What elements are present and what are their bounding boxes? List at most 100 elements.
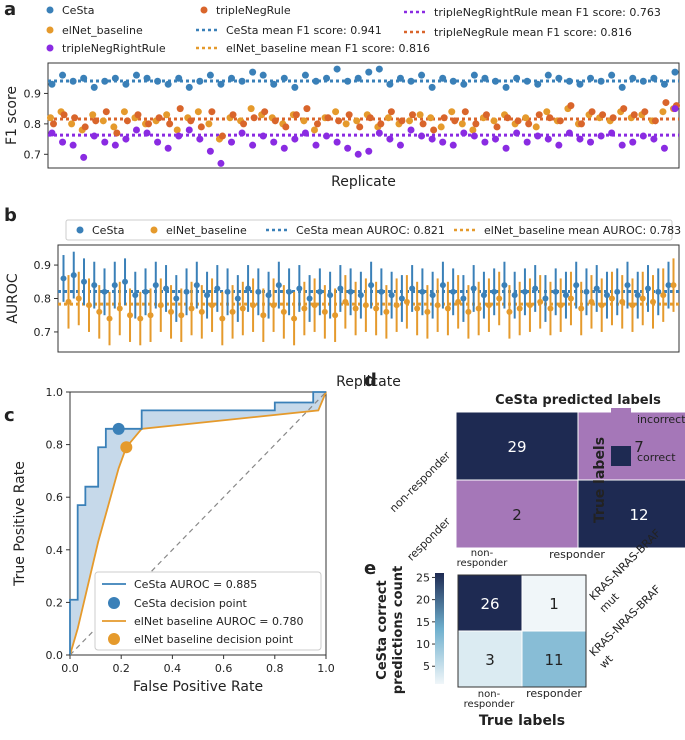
x-axis-label: Replicate: [331, 174, 396, 190]
legend-elnet-baseline-marker: [150, 226, 158, 234]
point-elNet_baseline: [99, 117, 107, 125]
point-elNet_baseline: [639, 295, 646, 302]
point-CeSta: [164, 80, 172, 88]
point-CeSta: [142, 288, 149, 295]
point-elNet_baseline: [332, 312, 339, 319]
point-CeSta: [365, 68, 373, 76]
plot-frame: [47, 62, 680, 169]
row-label: non-responder: [387, 449, 453, 515]
legend-box: [65, 219, 673, 241]
point-CeSta: [275, 282, 282, 289]
point-CeSta: [249, 68, 257, 76]
point-CeSta: [593, 285, 600, 292]
point-elNet_baseline: [219, 315, 226, 322]
x-tick-label: 0.4: [164, 662, 182, 675]
point-elNet_baseline: [660, 292, 667, 299]
legend-elnet-point-label: elNet baseline decision point: [134, 633, 294, 646]
point-tripleNegRightRule: [59, 138, 67, 146]
point-CeSta: [204, 292, 211, 299]
point-elNet_baseline: [96, 308, 103, 315]
point-tripleNegRule: [451, 117, 459, 125]
point-elNet_baseline: [173, 126, 181, 134]
point-CeSta: [132, 71, 140, 79]
y-tick-label: 0.0: [46, 649, 64, 662]
colorbar: [435, 573, 444, 684]
legend-elnet-mean-label: elNet_baseline mean F1 score: 0.816: [226, 42, 430, 55]
point-tripleNegRule: [303, 105, 311, 113]
point-tripleNegRightRule: [491, 135, 499, 143]
point-tripleNegRule: [345, 111, 353, 119]
point-elNet_baseline: [163, 111, 171, 119]
point-elNet_baseline: [588, 298, 595, 305]
point-elNet_baseline: [649, 298, 656, 305]
point-tripleNegRule: [430, 126, 438, 134]
point-CeSta: [90, 83, 98, 91]
point-CeSta: [354, 74, 362, 82]
point-tripleNegRule: [567, 102, 575, 110]
colorbar-tick-label: 10: [416, 638, 430, 651]
point-elNet_baseline: [280, 308, 287, 315]
point-CeSta: [316, 288, 323, 295]
matrix-cell: [457, 630, 523, 688]
point-elNet_baseline: [406, 117, 414, 125]
point-CeSta: [439, 74, 447, 82]
point-tripleNegRule: [113, 129, 121, 137]
point-tripleNegRule: [514, 117, 522, 125]
point-tripleNegRightRule: [650, 135, 658, 143]
point-CeSta: [655, 288, 662, 295]
point-tripleNegRightRule: [164, 144, 172, 152]
point-tripleNegRule: [366, 114, 374, 122]
point-elNet_baseline: [373, 305, 380, 312]
legend-correct-swatch: [611, 446, 631, 466]
point-CeSta: [132, 292, 139, 299]
point-CeSta: [70, 272, 77, 279]
point-CeSta: [234, 295, 241, 302]
point-CeSta: [618, 83, 626, 91]
roc-curve-elnet: [69, 391, 327, 656]
point-elNet_baseline: [516, 305, 523, 312]
point-elNet_baseline: [110, 123, 118, 131]
point-tripleNegRightRule: [185, 126, 193, 134]
point-CeSta: [122, 278, 129, 285]
point-CeSta: [81, 278, 88, 285]
legend-elnet-baseline-label: elNet_baseline: [166, 224, 247, 237]
point-CeSta: [614, 288, 621, 295]
point-tripleNegRule: [250, 114, 258, 122]
point-CeSta: [639, 77, 647, 85]
point-CeSta: [388, 292, 395, 299]
point-tripleNegRule: [187, 117, 195, 125]
point-CeSta: [542, 295, 549, 302]
point-tripleNegRightRule: [544, 135, 552, 143]
panel-label-c: c: [4, 405, 15, 426]
cell-value: 11: [544, 651, 563, 669]
point-elNet_baseline: [342, 298, 349, 305]
point-CeSta: [378, 288, 385, 295]
col-label: responder: [457, 558, 509, 569]
y-tick-label: 0.7: [24, 148, 42, 161]
decision-point-cesta: [112, 422, 125, 435]
point-tripleNegRule: [398, 117, 406, 125]
point-elNet_baseline: [301, 305, 308, 312]
point-tripleNegRule: [630, 111, 638, 119]
point-CeSta: [534, 80, 542, 88]
point-tripleNegRule: [155, 114, 163, 122]
point-CeSta: [183, 288, 190, 295]
point-CeSta: [368, 282, 375, 289]
point-tripleNegRightRule: [608, 129, 616, 137]
point-tripleNegRightRule: [629, 138, 637, 146]
point-tripleNegRightRule: [206, 147, 214, 155]
point-tripleNegRule: [102, 108, 110, 116]
point-elNet_baseline: [291, 315, 298, 322]
point-CeSta: [163, 285, 170, 292]
point-CeSta: [521, 288, 528, 295]
point-CeSta: [523, 77, 531, 85]
point-CeSta: [587, 74, 595, 82]
point-CeSta: [419, 288, 426, 295]
point-tripleNegRightRule: [217, 159, 225, 167]
point-tripleNegRule: [377, 120, 385, 128]
point-tripleNegRule: [409, 111, 417, 119]
point-tripleNegRightRule: [639, 132, 647, 140]
y-axis-label: F1 score: [4, 86, 20, 145]
colorbar-tick-label: 15: [416, 616, 430, 629]
